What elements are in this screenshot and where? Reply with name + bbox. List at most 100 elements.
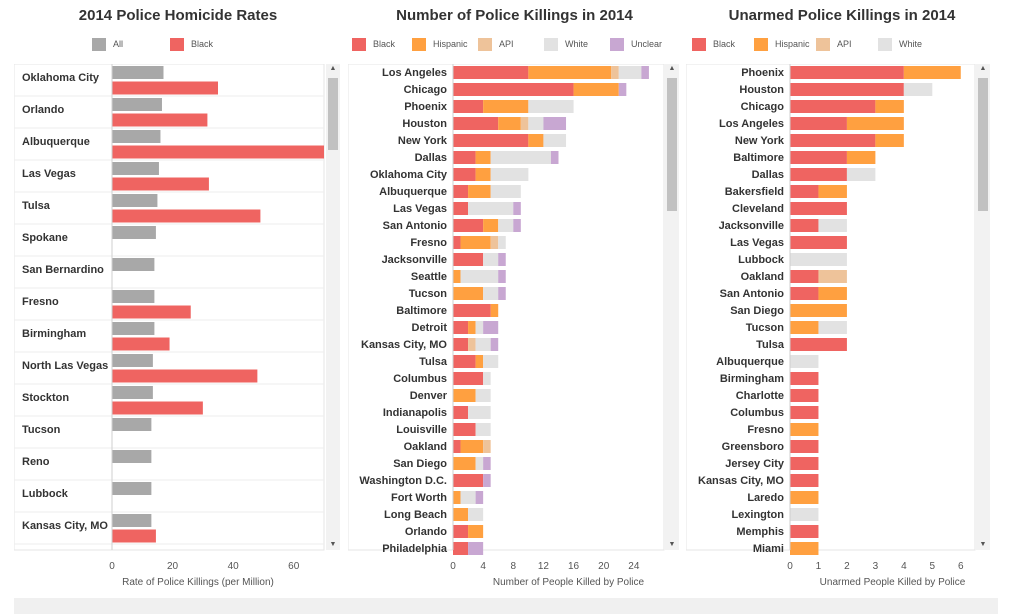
bar-hispanic[interactable] [903, 66, 961, 79]
scroll-thumb[interactable] [328, 78, 338, 150]
bar-black[interactable] [790, 287, 819, 300]
bar-black[interactable] [112, 209, 261, 223]
bar-white[interactable] [483, 287, 499, 300]
bar-black[interactable] [112, 305, 191, 319]
legend-item[interactable]: Black [170, 38, 213, 51]
scroll-thumb[interactable] [667, 78, 677, 211]
bar-black[interactable] [453, 474, 484, 487]
legend-item[interactable]: Unclear [610, 38, 662, 51]
bar-black[interactable] [790, 185, 819, 198]
bar-black[interactable] [453, 151, 476, 164]
bar-hispanic[interactable] [528, 134, 544, 147]
legend-item[interactable]: White [544, 38, 588, 51]
scroll-thumb[interactable] [978, 78, 988, 211]
bar-black[interactable] [790, 270, 819, 283]
scrollbar[interactable]: ▲ ▼ [976, 64, 990, 550]
bar-black[interactable] [453, 542, 469, 555]
bar-black[interactable] [453, 134, 529, 147]
bar-all[interactable] [112, 514, 152, 527]
bar-white[interactable] [468, 406, 491, 419]
bar-white[interactable] [846, 168, 876, 181]
bar-unclear[interactable] [498, 287, 506, 300]
bar-all[interactable] [112, 258, 155, 271]
bar-hispanic[interactable] [475, 168, 491, 181]
scroll-down-icon[interactable]: ▼ [979, 541, 987, 548]
bar-hispanic[interactable] [790, 304, 847, 317]
bar-white[interactable] [475, 457, 484, 470]
bar-unclear[interactable] [490, 338, 499, 351]
bar-hispanic[interactable] [528, 66, 612, 79]
bar-black[interactable] [453, 66, 529, 79]
bar-black[interactable] [790, 117, 847, 130]
bar-black[interactable] [453, 304, 491, 317]
bar-hispanic[interactable] [475, 355, 484, 368]
bar-black[interactable] [112, 145, 324, 159]
bar-black[interactable] [112, 369, 258, 383]
bar-white[interactable] [460, 270, 499, 283]
bar-unclear[interactable] [483, 474, 491, 487]
bar-unclear[interactable] [550, 151, 559, 164]
bar-api[interactable] [483, 440, 491, 453]
legend-item[interactable]: API [478, 38, 514, 51]
scroll-up-icon[interactable]: ▲ [329, 65, 337, 72]
bar-all[interactable] [112, 162, 159, 175]
bar-hispanic[interactable] [453, 270, 461, 283]
bar-black[interactable] [790, 151, 847, 164]
bar-white[interactable] [490, 185, 521, 198]
bar-black[interactable] [790, 338, 847, 351]
bar-api[interactable] [818, 270, 847, 283]
bar-all[interactable] [112, 66, 164, 79]
bar-black[interactable] [453, 219, 484, 232]
legend-item[interactable]: Black [692, 38, 735, 51]
bar-black[interactable] [453, 117, 499, 130]
bar-white[interactable] [475, 338, 491, 351]
bar-all[interactable] [112, 290, 155, 303]
scrollbar[interactable]: ▲ ▼ [326, 64, 340, 550]
bar-api[interactable] [520, 117, 529, 130]
bar-black[interactable] [790, 83, 904, 96]
bar-hispanic[interactable] [453, 389, 476, 402]
legend-item[interactable]: Hispanic [754, 38, 810, 51]
bar-white[interactable] [460, 491, 476, 504]
bar-black[interactable] [112, 113, 208, 127]
bar-hispanic[interactable] [453, 457, 476, 470]
bar-black[interactable] [112, 177, 209, 191]
bar-hispanic[interactable] [573, 83, 619, 96]
bar-black[interactable] [453, 168, 476, 181]
bar-unclear[interactable] [513, 202, 521, 215]
bar-black[interactable] [453, 423, 476, 436]
bar-white[interactable] [818, 219, 847, 232]
bar-white[interactable] [490, 168, 529, 181]
bar-black[interactable] [112, 529, 156, 543]
bar-black[interactable] [453, 372, 484, 385]
bar-black[interactable] [790, 66, 904, 79]
scroll-down-icon[interactable]: ▼ [329, 541, 337, 548]
bar-all[interactable] [112, 386, 153, 399]
legend-item[interactable]: Black [352, 38, 395, 51]
bar-white[interactable] [498, 219, 514, 232]
bar-all[interactable] [112, 418, 152, 431]
legend-item[interactable]: Hispanic [412, 38, 468, 51]
bar-black[interactable] [112, 81, 218, 95]
bar-black[interactable] [790, 525, 819, 538]
bar-black[interactable] [453, 321, 469, 334]
bar-white[interactable] [543, 134, 567, 147]
bar-white[interactable] [483, 355, 499, 368]
bar-black[interactable] [790, 457, 819, 470]
bar-black[interactable] [453, 202, 469, 215]
bar-hispanic[interactable] [453, 287, 484, 300]
bar-white[interactable] [903, 83, 933, 96]
legend-item[interactable]: API [816, 38, 852, 51]
bar-hispanic[interactable] [453, 508, 469, 521]
legend-item[interactable]: White [878, 38, 922, 51]
bar-white[interactable] [475, 423, 491, 436]
bar-black[interactable] [790, 134, 876, 147]
bar-white[interactable] [528, 117, 544, 130]
bar-black[interactable] [790, 474, 819, 487]
bar-all[interactable] [112, 194, 158, 207]
bar-white[interactable] [790, 253, 847, 266]
bar-hispanic[interactable] [790, 321, 819, 334]
bar-black[interactable] [453, 440, 461, 453]
scrollbar[interactable]: ▲ ▼ [665, 64, 679, 550]
bar-black[interactable] [453, 83, 574, 96]
